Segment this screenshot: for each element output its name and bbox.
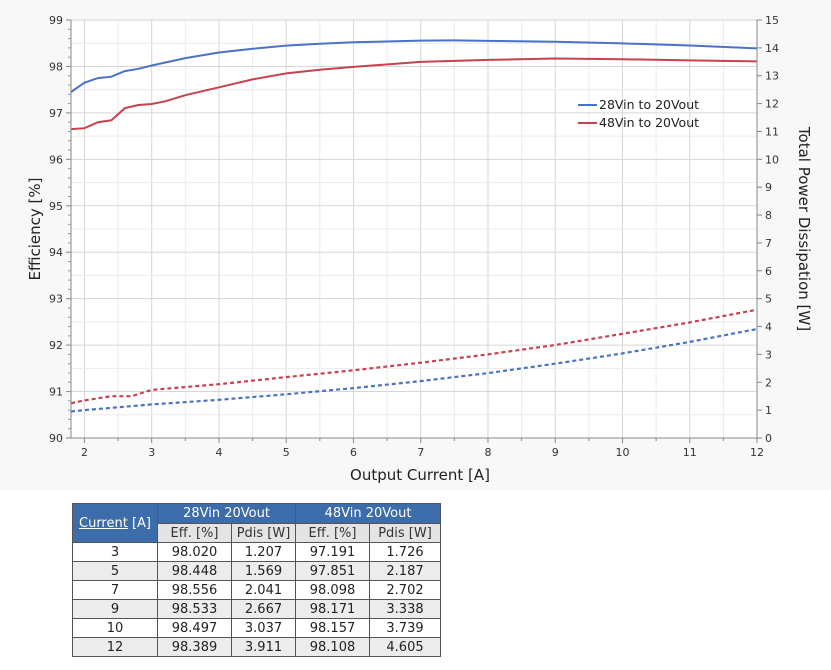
current-header-link[interactable]: Current xyxy=(79,515,128,531)
subheader: Eff. [%] xyxy=(157,523,232,543)
table-cell: 12 xyxy=(72,637,158,657)
efficiency-table: Current [A] 28Vin 20Vout 48Vin 20Vout Ef… xyxy=(72,503,441,657)
y2-tick-label: 14 xyxy=(765,42,779,55)
table-cell: 98.108 xyxy=(295,637,370,657)
y2-tick-label: 11 xyxy=(765,125,779,138)
table-cell: 7 xyxy=(72,580,158,600)
subheader: Eff. [%] xyxy=(295,523,370,543)
subheader: Pdis [W] xyxy=(369,523,441,543)
table-cell: 98.157 xyxy=(295,618,370,638)
table-cell: 97.191 xyxy=(295,542,370,562)
y2-tick-label: 4 xyxy=(765,321,772,334)
group-header-48vin: 48Vin 20Vout xyxy=(295,503,441,524)
x-axis-label: Output Current [A] xyxy=(350,466,490,484)
y2-tick-label: 8 xyxy=(765,209,772,222)
y2-tick-label: 0 xyxy=(765,432,772,445)
table-row: 10 98.497 3.037 98.157 3.739 xyxy=(72,618,441,638)
table-cell: 98.497 xyxy=(157,618,232,638)
table-cell: 1.726 xyxy=(369,542,441,562)
table-cell: 3.037 xyxy=(231,618,296,638)
y-axis-label: Efficiency [%] xyxy=(26,178,44,281)
x-tick-label: 7 xyxy=(417,446,424,459)
table-row: 12 98.389 3.911 98.108 4.605 xyxy=(72,637,441,657)
legend-label-48vin: 48Vin to 20Vout xyxy=(599,115,699,130)
y2-tick-label: 13 xyxy=(765,70,779,83)
table-cell: 4.605 xyxy=(369,637,441,657)
y2-tick-label: 9 xyxy=(765,181,772,194)
table-row: 3 98.020 1.207 97.191 1.726 xyxy=(72,542,441,562)
series-line-2 xyxy=(70,327,758,413)
y-tick-label: 91 xyxy=(49,386,63,399)
y-tick-label: 90 xyxy=(49,432,63,445)
table-cell: 3.739 xyxy=(369,618,441,638)
y-tick-label: 99 xyxy=(49,14,63,27)
table-cell: 98.098 xyxy=(295,580,370,600)
y2-tick-label: 12 xyxy=(765,98,779,111)
series-line-1 xyxy=(70,57,758,131)
x-tick-label: 12 xyxy=(750,446,764,459)
table-cell: 3.338 xyxy=(369,599,441,619)
y2-tick-label: 6 xyxy=(765,265,772,278)
table-cell: 3 xyxy=(72,542,158,562)
table-row: 5 98.448 1.569 97.851 2.187 xyxy=(72,561,441,581)
y2-tick-label: 3 xyxy=(765,348,772,361)
group-header-28vin: 28Vin 20Vout xyxy=(157,503,296,524)
table-cell: 2.187 xyxy=(369,561,441,581)
series-line-3 xyxy=(70,308,758,405)
table-cell: 2.667 xyxy=(231,599,296,619)
y-tick-label: 95 xyxy=(49,200,63,213)
x-tick-label: 10 xyxy=(615,446,629,459)
table-cell: 98.448 xyxy=(157,561,232,581)
y2-tick-label: 7 xyxy=(765,237,772,250)
y-tick-label: 97 xyxy=(49,107,63,120)
efficiency-chart: 2 3 4 5 6 7 8 9 10 11 1290919293949596979899012345… xyxy=(26,14,813,484)
y2-axis-label: Total Power Dissipation [W] xyxy=(795,126,813,331)
legend: 28Vin to 20Vout 48Vin to 20Vout xyxy=(578,97,699,130)
y-tick-label: 92 xyxy=(49,339,63,352)
y2-tick-label: 5 xyxy=(765,293,772,306)
table-cell: 97.851 xyxy=(295,561,370,581)
x-tick-label: 9 xyxy=(552,446,559,459)
table-cell: 98.171 xyxy=(295,599,370,619)
y-tick-label: 93 xyxy=(49,293,63,306)
x-tick-label: 3 xyxy=(148,446,155,459)
table-row: 7 98.556 2.041 98.098 2.702 xyxy=(72,580,441,600)
series-line-0 xyxy=(70,39,758,93)
x-tick-label: 11 xyxy=(683,446,697,459)
x-tick-label: 6 xyxy=(350,446,357,459)
y2-tick-label: 2 xyxy=(765,376,772,389)
table-cell: 98.533 xyxy=(157,599,232,619)
table-cell: 9 xyxy=(72,599,158,619)
y-tick-label: 94 xyxy=(49,246,63,259)
y-tick-label: 98 xyxy=(49,60,63,73)
table-cell: 5 xyxy=(72,561,158,581)
x-tick-label: 8 xyxy=(484,446,491,459)
y2-tick-label: 10 xyxy=(765,153,779,166)
table-cell: 98.389 xyxy=(157,637,232,657)
table-cell: 98.556 xyxy=(157,580,232,600)
table-cell: 10 xyxy=(72,618,158,638)
x-tick-label: 2 xyxy=(81,446,88,459)
x-tick-label: 5 xyxy=(283,446,290,459)
legend-label-28vin: 28Vin to 20Vout xyxy=(599,97,699,112)
table-cell: 1.207 xyxy=(231,542,296,562)
x-tick-label: 4 xyxy=(215,446,222,459)
table-cell: 1.569 xyxy=(231,561,296,581)
table-cell: 98.020 xyxy=(157,542,232,562)
subheader: Pdis [W] xyxy=(231,523,296,543)
y-tick-label: 96 xyxy=(49,153,63,166)
table-cell: 2.702 xyxy=(369,580,441,600)
current-header: Current [A] xyxy=(72,503,158,543)
table-cell: 3.911 xyxy=(231,637,296,657)
y2-tick-label: 1 xyxy=(765,404,772,417)
table-row: 9 98.533 2.667 98.171 3.338 xyxy=(72,599,441,619)
table-cell: 2.041 xyxy=(231,580,296,600)
y2-tick-label: 15 xyxy=(765,14,779,27)
